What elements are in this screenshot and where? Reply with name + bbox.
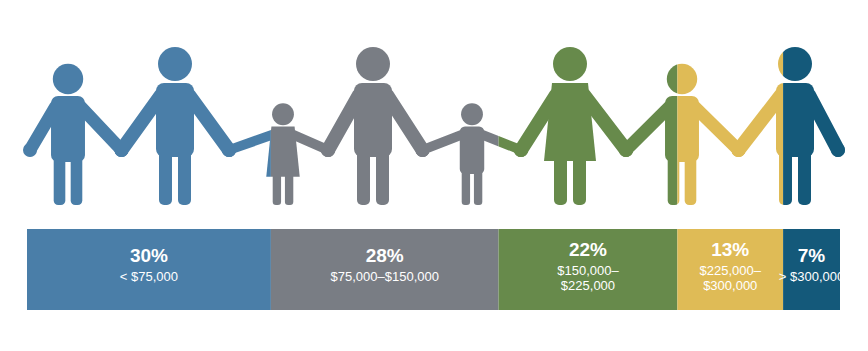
svg-text:7%: 7% [798, 245, 826, 266]
svg-text:$150,000–: $150,000– [557, 263, 619, 278]
svg-text:$225,000–: $225,000– [700, 263, 762, 278]
svg-text:$75,000–$150,000: $75,000–$150,000 [330, 269, 438, 284]
svg-text:13%: 13% [711, 239, 749, 260]
svg-text:22%: 22% [569, 239, 607, 260]
svg-text:$225,000: $225,000 [561, 278, 615, 293]
svg-text:< $75,000: < $75,000 [120, 269, 178, 284]
svg-text:30%: 30% [130, 245, 168, 266]
svg-text:28%: 28% [366, 245, 404, 266]
svg-text:$300,000: $300,000 [703, 278, 757, 293]
svg-text:> $300,000: > $300,000 [779, 269, 844, 284]
